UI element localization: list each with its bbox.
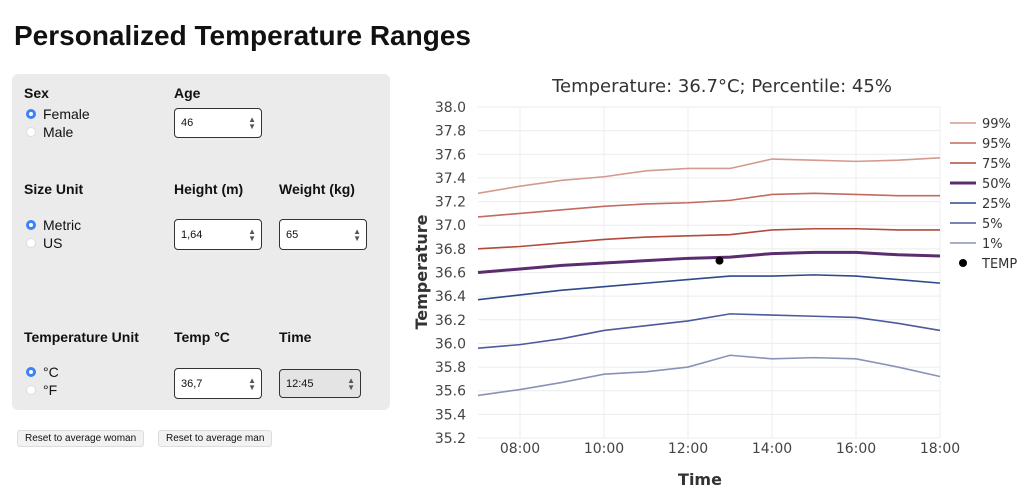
legend-label: 75% [982,157,1011,172]
number-input[interactable]: 1,64 ▲ ▼ [174,219,262,250]
radio-label: °C [43,364,59,380]
field-label: Time [279,329,312,345]
number-input[interactable]: 36,7 ▲ ▼ [174,368,262,399]
page-title: Personalized Temperature Ranges [14,20,471,51]
input-value: 36,7 [181,377,203,390]
y-tick-label: 35.8 [435,360,466,376]
y-tick-label: 36.6 [435,266,466,282]
reset-button[interactable]: Reset to average man [158,430,273,447]
legend-label: 95% [982,137,1011,152]
radio-button[interactable] [26,127,36,137]
y-tick-label: 38.0 [435,100,466,116]
y-tick-label: 35.2 [435,431,466,447]
y-tick-label: 36.2 [435,313,466,329]
y-tick-label: 36.8 [435,242,466,258]
legend-label: 5% [982,217,1003,232]
series-line [477,157,941,195]
radio-button[interactable] [26,220,36,230]
chart-title: Temperature: 36.7°C; Percentile: 45% [551,76,892,97]
radio-option[interactable]: US [26,234,81,252]
number-input[interactable]: 46 ▲ ▼ [174,108,262,138]
y-tick-label: 36.4 [435,289,466,305]
number-input[interactable]: 65 ▲ ▼ [279,219,367,250]
input-value: 1,64 [181,228,203,241]
y-tick-label: 37.0 [435,218,466,234]
radio-group: Female Male [26,105,90,141]
series-line [477,250,941,274]
reset-button[interactable]: Reset to average woman [17,430,145,447]
y-tick-label: 35.6 [435,384,466,400]
input-value: 46 [181,117,194,129]
radio-option[interactable]: °C [26,363,59,381]
y-tick-label: 37.4 [435,171,466,187]
radio-button[interactable] [26,238,36,248]
radio-button[interactable] [26,109,36,119]
legend-swatch [959,259,967,267]
field-label: Height (m) [174,181,244,197]
legend-label: 25% [982,197,1011,212]
series-line [477,227,940,250]
legend-label: 1% [982,237,1003,252]
x-tick-label: 10:00 [584,441,624,457]
series-line [477,354,941,397]
input-value: 65 [286,228,299,241]
radio-label: °F [43,382,58,398]
radio-option[interactable]: Metric [26,216,81,234]
y-tick-label: 37.8 [435,124,466,140]
radio-option[interactable]: °F [26,381,59,399]
series-line [477,313,941,349]
y-tick-label: 37.2 [435,195,466,211]
field-label: Size Unit [24,181,84,197]
field-label: Weight (kg) [279,181,355,197]
time-select[interactable]: 12:45 ▲ ▼ [279,369,361,398]
field-label: Temp °C [174,329,230,345]
legend-label: 50% [982,177,1011,192]
radio-option[interactable]: Male [26,123,90,141]
x-tick-label: 08:00 [500,441,540,457]
radio-button[interactable] [26,367,36,377]
radio-label: Male [43,124,74,140]
input-value: 12:45 [286,377,314,390]
radio-label: Female [43,106,90,122]
series-line [477,192,940,218]
y-tick-label: 35.4 [435,407,466,423]
legend-label: TEMP [981,257,1017,272]
temp-point [715,256,724,265]
y-axis-label: Temperature [412,214,431,329]
radio-button[interactable] [26,385,36,395]
field-label: Age [174,85,201,101]
radio-label: Metric [43,217,82,233]
x-tick-label: 14:00 [752,441,792,457]
legend-label: 99% [982,117,1011,132]
radio-group: °C °F [26,363,59,399]
series-line [477,274,941,301]
radio-group: Metric US [26,216,81,252]
field-label: Sex [24,85,49,101]
x-tick-label: 12:00 [668,441,708,457]
radio-option[interactable]: Female [26,105,90,123]
x-axis-label: Time [678,470,722,489]
field-label: Temperature Unit [24,329,139,345]
x-tick-label: 16:00 [836,441,876,457]
radio-label: US [43,235,63,251]
x-tick-label: 18:00 [920,441,960,457]
y-tick-label: 36.0 [435,336,466,352]
y-tick-label: 37.6 [435,147,466,163]
